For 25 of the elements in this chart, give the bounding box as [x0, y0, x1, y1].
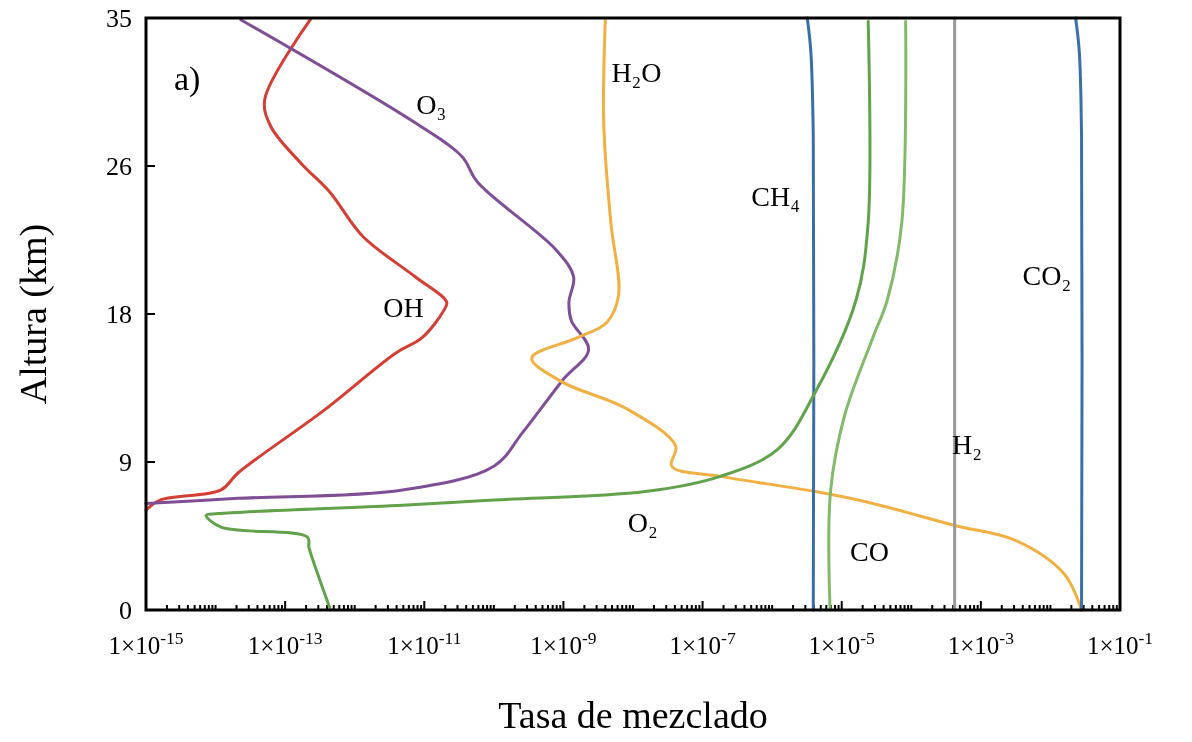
series-label: H₂	[951, 429, 982, 461]
x-tick-label: 1×10$^{-11}$	[387, 628, 462, 659]
x-tick-label: 1×10$^{-1}$	[1086, 628, 1154, 659]
y-tick-label: 9	[119, 448, 132, 477]
x-axis-title: Tasa de mezclado	[498, 694, 768, 736]
y-tick-label: 18	[106, 300, 132, 329]
y-tick-label: 0	[119, 596, 132, 625]
series-label: H₂O	[611, 57, 662, 89]
y-tick-label: 35	[106, 4, 132, 33]
x-tick-label: 1×10$^{-3}$	[947, 628, 1015, 659]
y-tick-label: 26	[106, 152, 132, 181]
series-label: CO	[850, 535, 889, 567]
x-tick-label: 1×10$^{-7}$	[669, 628, 736, 659]
x-tick-label: 1×10$^{-5}$	[808, 628, 876, 659]
x-tick-label: 1×10$^{-15}$	[108, 628, 184, 659]
series-label: CO₂	[1022, 260, 1072, 292]
series-label: CH₄	[751, 180, 800, 212]
x-tick-label: 1×10$^{-13}$	[247, 628, 323, 659]
series-label: OH	[383, 292, 424, 324]
series-label: O₂	[627, 507, 658, 539]
y-axis-title: Altura (km)	[12, 223, 55, 405]
series-label: O₃	[416, 89, 447, 121]
line-series	[1074, 16, 1084, 612]
annotation: a)	[174, 60, 201, 98]
x-tick-label: 1×10$^{-9}$	[530, 628, 597, 659]
